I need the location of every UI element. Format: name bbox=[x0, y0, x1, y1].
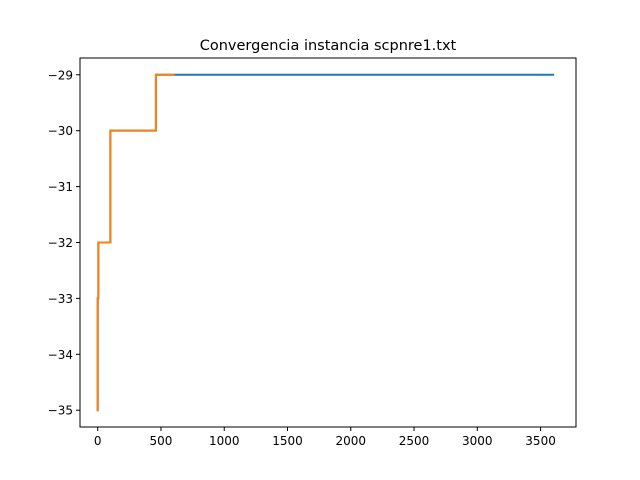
y-tick-label: −30 bbox=[48, 124, 73, 138]
y-tick-label: −31 bbox=[48, 180, 73, 194]
x-tick-label: 0 bbox=[94, 434, 102, 448]
y-tick-label: −29 bbox=[48, 68, 73, 82]
x-tick-label: 1500 bbox=[272, 434, 303, 448]
x-tick-label: 2000 bbox=[336, 434, 367, 448]
x-tick-label: 500 bbox=[150, 434, 173, 448]
y-axis: −35 −34 −33 −32 −31 −30 −29 bbox=[48, 68, 80, 418]
y-tick-label: −32 bbox=[48, 236, 73, 250]
y-tick-label: −34 bbox=[48, 348, 73, 362]
series-line-2 bbox=[96, 73, 175, 412]
x-tick-label: 3500 bbox=[525, 434, 556, 448]
x-axis: 0 500 1000 1500 2000 2500 3000 3500 bbox=[94, 427, 556, 448]
chart-title: Convergencia instancia scpnre1.txt bbox=[200, 38, 457, 54]
y-tick-label: −33 bbox=[48, 292, 73, 306]
series-layer bbox=[96, 73, 555, 412]
x-tick-label: 1000 bbox=[209, 434, 240, 448]
y-tick-label: −35 bbox=[48, 404, 73, 418]
plot-frame bbox=[79, 57, 577, 428]
x-tick-label: 3000 bbox=[462, 434, 493, 448]
x-tick-label: 2500 bbox=[399, 434, 430, 448]
